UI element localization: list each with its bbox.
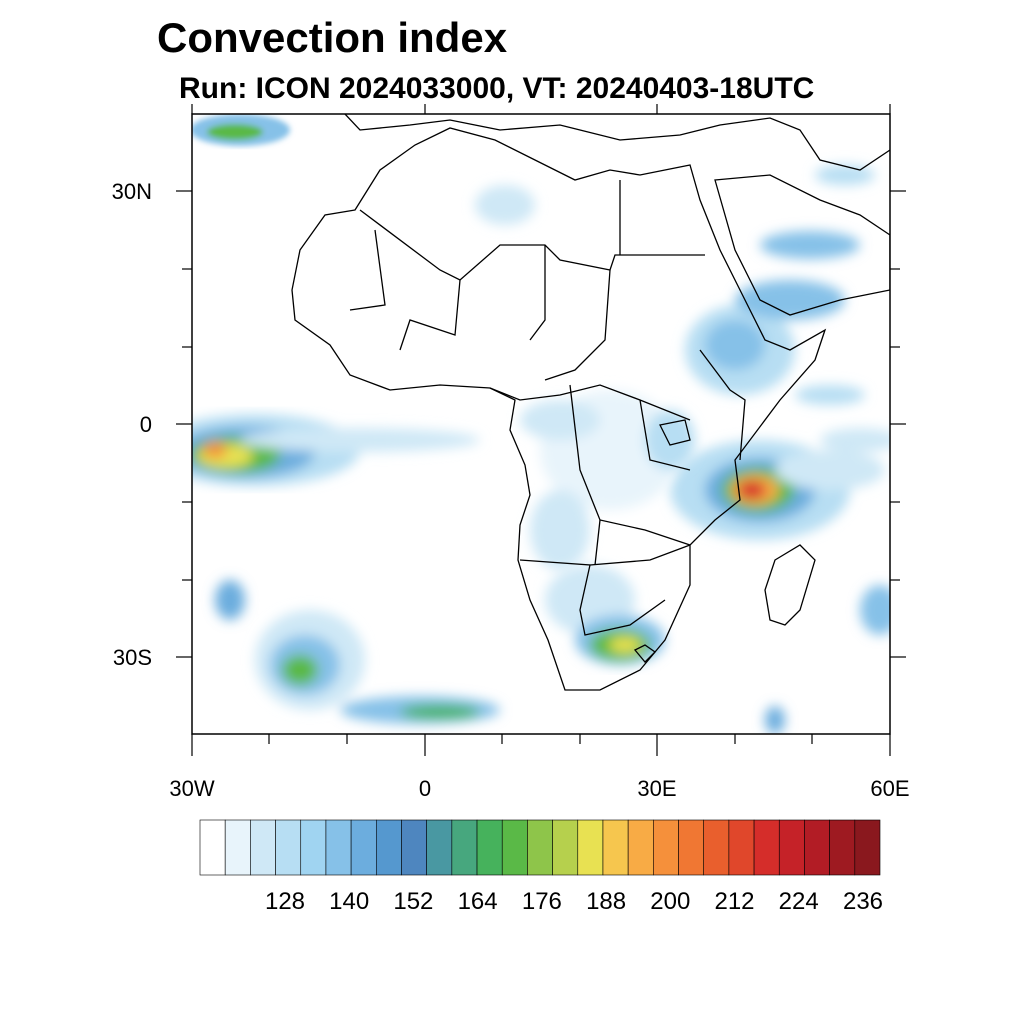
colorbar-label: 152 bbox=[393, 888, 434, 915]
colorbar-swatch bbox=[501, 819, 528, 876]
colorbar-swatch bbox=[602, 819, 629, 876]
colorbar-label: 128 bbox=[264, 888, 306, 915]
colorbar-label: 224 bbox=[778, 888, 819, 915]
colorbar-label: 212 bbox=[714, 888, 755, 915]
colorbar-swatch bbox=[275, 819, 302, 876]
lat-label-0: 0 bbox=[139, 412, 152, 437]
field-northwest bbox=[192, 114, 290, 146]
colorbar-swatch bbox=[678, 819, 705, 876]
colorbar-swatch bbox=[829, 819, 856, 876]
lon-label-60e: 60E bbox=[870, 776, 910, 801]
colorbar-label: 236 bbox=[842, 888, 884, 915]
colorbar-label: 140 bbox=[329, 888, 370, 915]
colorbar-swatch bbox=[527, 819, 553, 876]
lesotho bbox=[633, 644, 657, 663]
colorbar-swatch bbox=[300, 819, 327, 876]
colorbar bbox=[199, 819, 881, 876]
lake-victoria bbox=[659, 419, 691, 446]
field-central-africa bbox=[475, 185, 695, 570]
field-ethiopia bbox=[685, 165, 875, 405]
border-sahel bbox=[349, 180, 621, 381]
field-east-africa bbox=[670, 428, 890, 540]
colorbar-swatch bbox=[804, 819, 830, 876]
colorbar-swatch bbox=[703, 819, 730, 876]
border-south bbox=[519, 519, 691, 636]
colorbar-swatch bbox=[627, 819, 654, 876]
africa-coastline bbox=[291, 127, 827, 691]
colorbar-swatch bbox=[250, 819, 276, 876]
lat-label-30s: 30S bbox=[112, 645, 152, 670]
colorbar-swatch bbox=[401, 819, 427, 876]
coastlines bbox=[291, 114, 890, 691]
europe-coast bbox=[344, 114, 890, 171]
colorbar-swatch bbox=[426, 819, 453, 876]
lon-label-30e: 30E bbox=[637, 776, 677, 801]
colorbar-swatch bbox=[577, 819, 604, 876]
colorbar-swatch bbox=[375, 819, 402, 876]
lat-label-30n: 30N bbox=[111, 179, 152, 204]
colorbar-swatch bbox=[552, 819, 579, 876]
field-south-atlantic bbox=[215, 580, 890, 734]
map-title: Convection index bbox=[157, 14, 508, 61]
convection-field bbox=[192, 114, 890, 734]
colorbar-label: 200 bbox=[650, 888, 691, 915]
axis-ticks bbox=[176, 104, 906, 756]
colorbar-swatch bbox=[728, 819, 755, 876]
colorbar-swatch bbox=[778, 819, 805, 876]
map-subtitle: Run: ICON 2024033000, VT: 20240403-18UTC bbox=[179, 72, 815, 105]
colorbar-swatch bbox=[753, 819, 780, 876]
border-north bbox=[359, 209, 705, 281]
colorbar-swatch bbox=[451, 819, 478, 876]
colorbar-swatch bbox=[476, 819, 503, 876]
madagascar bbox=[764, 544, 816, 626]
colorbar-label: 188 bbox=[586, 888, 627, 915]
colorbar-swatch bbox=[854, 819, 881, 876]
colorbar-swatch bbox=[350, 819, 377, 876]
lon-label-30w: 30W bbox=[169, 776, 215, 801]
colorbar-swatch bbox=[325, 819, 352, 876]
field-equatorial-atlantic bbox=[192, 414, 480, 486]
colorbar-swatch bbox=[224, 819, 251, 876]
colorbar-swatch bbox=[653, 819, 679, 876]
colorbar-label: 164 bbox=[457, 888, 498, 915]
field-south-africa bbox=[545, 565, 665, 665]
colorbar-swatch bbox=[199, 819, 226, 876]
colorbar-label: 176 bbox=[521, 888, 562, 915]
arabia bbox=[714, 174, 890, 316]
lon-label-0: 0 bbox=[418, 776, 432, 801]
